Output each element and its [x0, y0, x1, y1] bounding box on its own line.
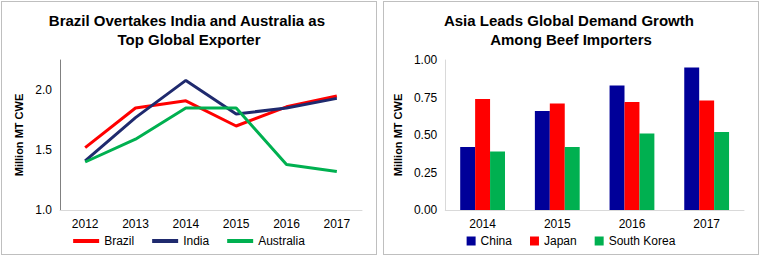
- svg-text:2.0: 2.0: [35, 83, 52, 97]
- svg-text:2017: 2017: [323, 217, 350, 231]
- svg-text:Asia Leads Global Demand Growt: Asia Leads Global Demand Growth: [444, 12, 698, 29]
- svg-text:Among Beef Importers: Among Beef Importers: [490, 31, 652, 48]
- svg-text:0.75: 0.75: [414, 91, 438, 105]
- svg-text:0.00: 0.00: [414, 203, 438, 217]
- svg-text:2013: 2013: [122, 217, 149, 231]
- svg-text:2015: 2015: [223, 217, 250, 231]
- svg-text:0.50: 0.50: [414, 128, 438, 142]
- svg-text:Brazil: Brazil: [104, 234, 134, 248]
- svg-text:1.00: 1.00: [414, 53, 438, 67]
- svg-text:2014: 2014: [172, 217, 199, 231]
- svg-text:0.25: 0.25: [414, 166, 438, 180]
- svg-text:India: India: [183, 234, 209, 248]
- svg-text:2014: 2014: [469, 217, 496, 231]
- svg-text:Million MT CWE: Million MT CWE: [392, 94, 404, 176]
- svg-text:1.5: 1.5: [35, 143, 52, 157]
- svg-text:Australia: Australia: [258, 234, 305, 248]
- svg-text:Brazil Overtakes India and Aus: Brazil Overtakes India and Australia as: [49, 12, 329, 29]
- svg-text:2017: 2017: [693, 217, 720, 231]
- svg-text:2012: 2012: [72, 217, 99, 231]
- svg-text:China: China: [481, 234, 513, 248]
- svg-text:1.0: 1.0: [35, 203, 52, 217]
- svg-text:Top Global Exporter: Top Global Exporter: [117, 31, 260, 48]
- svg-text:2016: 2016: [619, 217, 646, 231]
- svg-text:2016: 2016: [273, 217, 300, 231]
- svg-text:Million MT CWE: Million MT CWE: [13, 94, 25, 176]
- svg-text:South Korea: South Korea: [609, 234, 676, 248]
- svg-text:2015: 2015: [544, 217, 571, 231]
- svg-text:Japan: Japan: [544, 234, 577, 248]
